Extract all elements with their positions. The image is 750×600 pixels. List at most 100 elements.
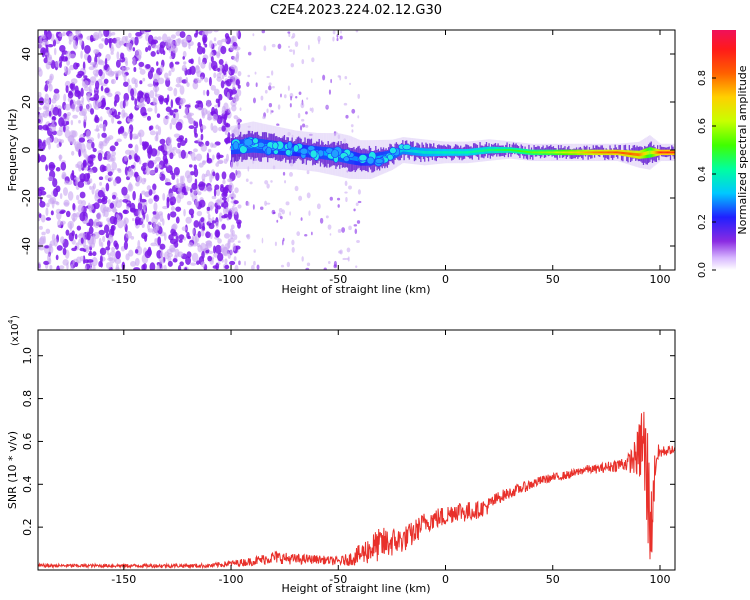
spectrogram-noise-point: [45, 207, 49, 217]
signal-peak: [411, 149, 413, 153]
spectrogram-noise-point: [205, 249, 210, 254]
spectrogram-noise-point: [171, 45, 178, 54]
spectrogram-noise-point: [72, 40, 77, 49]
spectrogram-noise-point: [147, 160, 155, 169]
spectrogram-noise-point: [45, 137, 52, 144]
signal-peak: [456, 151, 458, 154]
spectrogram-noise-point: [190, 58, 194, 65]
signal-peak: [639, 153, 641, 157]
spectrogram-noise-point: [181, 188, 186, 193]
spectrogram-noise-point: [222, 69, 227, 76]
spectrogram-noise-point: [104, 37, 109, 46]
signal-peak: [325, 151, 327, 156]
spectrogram-noise-point: [152, 96, 156, 105]
spectrogram-noise-point: [193, 148, 198, 153]
spectrogram-noise-point: [93, 218, 100, 229]
spectrogram-noise-point: [166, 199, 170, 209]
spectrogram-noise-point: [228, 182, 234, 192]
spectrogram-noise-point: [69, 222, 73, 232]
signal-peak: [618, 151, 620, 154]
signal-peak: [617, 151, 619, 154]
signal-peak: [454, 151, 456, 154]
signal-peak: [552, 151, 554, 154]
signal-peak: [324, 150, 326, 156]
spectrogram-noise-point: [69, 53, 76, 59]
spectrogram-sparse-point: [339, 35, 343, 40]
spectrogram-noise-point: [198, 199, 206, 208]
spectrogram-noise-point: [97, 152, 103, 162]
signal-peak: [544, 151, 546, 154]
spectrogram-noise-point: [134, 257, 140, 267]
spectrogram-noise-point: [233, 256, 237, 262]
spectrogram-noise-point: [196, 210, 203, 217]
spectrogram-noise-point: [139, 97, 145, 106]
spectrogram-noise-point: [100, 85, 104, 92]
spectrogram-noise-point: [99, 255, 103, 264]
signal-blob: [285, 149, 292, 156]
signal-blob: [243, 138, 253, 147]
spectrogram-noise-point: [133, 67, 137, 72]
spectrogram-noise-point: [136, 175, 143, 184]
signal-peak: [508, 149, 510, 151]
signal-peak: [604, 151, 606, 154]
spectrogram-noise-point: [51, 98, 57, 104]
spectrogram-noise-point: [218, 212, 223, 222]
signal-peak: [539, 151, 542, 154]
spectrogram-noise-point: [152, 211, 157, 215]
spectrogram-noise-point: [150, 148, 158, 157]
spectrogram-noise-point: [117, 120, 122, 125]
signal-peak: [632, 152, 634, 156]
signal-peak: [400, 149, 402, 153]
spectrogram-noise-point: [181, 38, 188, 48]
colorbar-tick-label: 0.6: [697, 118, 708, 134]
spectrogram-noise-point: [41, 141, 46, 150]
signal-peak: [620, 151, 622, 154]
spectrogram-noise-point: [185, 256, 191, 265]
signal-peak: [579, 151, 581, 154]
spectrogram-noise-point: [65, 210, 71, 218]
spectrogram-sparse-point: [268, 85, 272, 91]
spectrogram-sparse-point: [247, 51, 252, 56]
snr-x-tick-label: -50: [329, 573, 347, 586]
spectrogram-noise-point: [141, 264, 146, 270]
spectrogram-noise-point: [55, 254, 59, 261]
spectrogram-sparse-point: [348, 185, 352, 190]
signal-peak: [491, 148, 493, 152]
spectrogram-noise-point: [108, 176, 114, 182]
signal-peak: [445, 151, 447, 154]
signal-peak: [474, 150, 476, 153]
signal-peak: [578, 151, 580, 154]
spectrogram-sparse-point: [239, 107, 242, 111]
spectrogram-noise-point: [71, 150, 75, 156]
spectrogram-noise-point: [217, 238, 222, 244]
spectrogram-sparse-point: [344, 180, 348, 186]
spectrogram-noise-point: [146, 185, 151, 191]
spectrogram-noise-point: [109, 256, 115, 264]
spectrogram-noise-point: [121, 35, 128, 46]
spectrogram-sparse-point: [289, 211, 291, 216]
signal-peak: [646, 151, 648, 155]
spectrogram-noise-point: [91, 235, 95, 245]
spectrogram-noise-point: [167, 260, 173, 267]
spectrogram-noise-point: [75, 176, 78, 186]
spectrogram-sparse-point: [246, 81, 250, 87]
snr-x-tick-label: -100: [219, 573, 244, 586]
spectrogram-noise-point: [110, 51, 114, 55]
spectrogram-noise-point: [152, 183, 157, 191]
spectrogram-noise-point: [79, 37, 83, 46]
spectrogram-sparse-point: [308, 210, 311, 216]
signal-peak: [379, 155, 381, 160]
signal-peak: [567, 151, 569, 154]
spectrogram-noise-point: [206, 185, 213, 193]
signal-peak: [438, 151, 440, 154]
spectrogram-noise-point: [184, 267, 188, 270]
signal-peak: [619, 151, 621, 154]
spectrogram-noise-point: [59, 139, 64, 144]
signal-peak: [627, 152, 630, 155]
spectrogram-noise-point: [57, 108, 62, 117]
signal-blob: [252, 137, 259, 145]
spectrogram-noise-point: [66, 111, 72, 117]
spectrogram-sparse-point: [298, 195, 303, 201]
